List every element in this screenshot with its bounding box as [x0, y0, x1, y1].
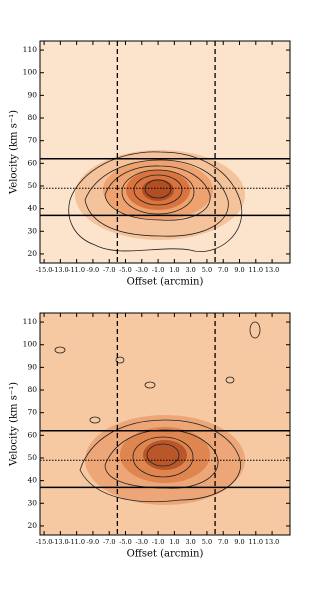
x-tick-label: 11.0 — [249, 538, 263, 546]
plot-frame — [39, 40, 291, 264]
y-tick-label: 20 — [27, 249, 37, 258]
x-tick-label: 13.0 — [265, 538, 279, 546]
y-tick-label: 50 — [27, 453, 37, 462]
y-tick-label: 40 — [27, 476, 37, 485]
y-tick-label: 90 — [27, 362, 37, 371]
x-tick-label: -13.0 — [52, 538, 69, 546]
x-tick-label: -13.0 — [52, 266, 69, 274]
x-tick-label: 9.0 — [234, 538, 244, 546]
x-tick-label: 9.0 — [234, 266, 244, 274]
x-tick-label: -9.0 — [87, 538, 100, 546]
y-tick-label: 110 — [23, 45, 38, 54]
y-tick-label: 60 — [27, 158, 37, 167]
x-axis-label: Offset (arcmin) — [127, 277, 204, 288]
y-tick-label: 90 — [27, 90, 37, 99]
heatmap — [40, 313, 290, 535]
x-tick-label: -15.0 — [36, 538, 53, 546]
x-tick-label: 7.0 — [218, 266, 228, 274]
x-tick-label: 1.0 — [169, 538, 179, 546]
x-tick-label: 11.0 — [249, 266, 263, 274]
y-tick-label: 80 — [27, 113, 37, 122]
x-tick-label: -3.0 — [136, 266, 149, 274]
x-tick-label: -15.0 — [36, 266, 53, 274]
y-tick-label: 100 — [23, 340, 38, 349]
x-tick-label: 7.0 — [218, 538, 228, 546]
y-tick-label: 110 — [23, 317, 38, 326]
y-tick-label: 30 — [27, 498, 37, 507]
x-tick-label: 13.0 — [265, 266, 279, 274]
x-axis-label: Offset (arcmin) — [127, 549, 204, 560]
x-tick-label: 1.0 — [169, 266, 179, 274]
y-tick-label: 30 — [27, 226, 37, 235]
x-tick-label: -5.0 — [119, 538, 132, 546]
x-tick-label: 3.0 — [185, 538, 195, 546]
x-tick-label: 5.0 — [202, 266, 212, 274]
x-tick-label: -3.0 — [136, 538, 149, 546]
heatmap — [40, 41, 290, 263]
y-tick-label: 70 — [27, 136, 37, 145]
x-tick-label: -7.0 — [103, 266, 116, 274]
y-tick-label: 20 — [27, 521, 37, 530]
y-tick-label: 100 — [23, 68, 38, 77]
x-tick-label: -7.0 — [103, 538, 116, 546]
y-tick-label: 50 — [27, 181, 37, 190]
x-tick-label: 3.0 — [185, 266, 195, 274]
y-axis-label: Velocity (km s⁻¹) — [9, 110, 20, 195]
y-tick-label: 80 — [27, 385, 37, 394]
y-tick-label: 40 — [27, 204, 37, 213]
y-tick-label: 70 — [27, 408, 37, 417]
x-tick-label: 5.0 — [202, 538, 212, 546]
plot-frame — [39, 312, 291, 536]
y-axis-label: Velocity (km s⁻¹) — [9, 382, 20, 467]
x-tick-label: -1.0 — [152, 538, 165, 546]
y-tick-label: 60 — [27, 430, 37, 439]
x-tick-label: -5.0 — [119, 266, 132, 274]
x-tick-label: -1.0 — [152, 266, 165, 274]
x-tick-label: -11.0 — [68, 538, 85, 546]
x-tick-label: -11.0 — [68, 266, 85, 274]
x-tick-label: -9.0 — [87, 266, 100, 274]
